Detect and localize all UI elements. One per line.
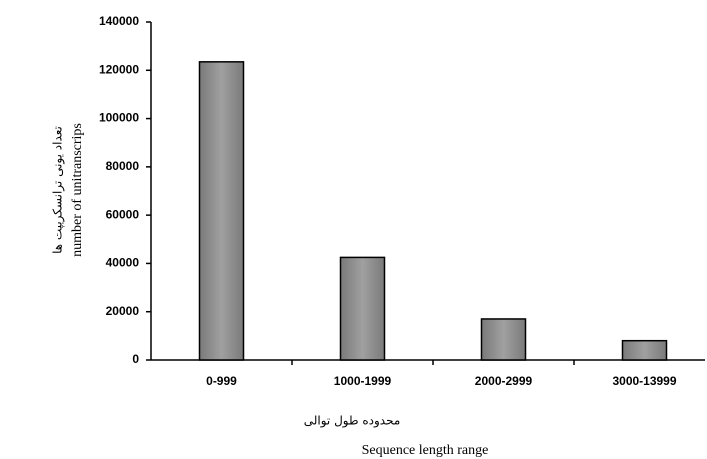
y-tick-label: 140000	[99, 14, 139, 28]
y-tick-label: 40000	[106, 256, 140, 270]
x-axis-label: Sequence length range	[362, 443, 489, 458]
x-tick-label: 2000-2999	[475, 374, 533, 388]
bar	[339, 256, 386, 361]
y-axis-label: تعداد یونی ترانسکریپت ها	[51, 126, 66, 254]
x-tick-label: 3000-13999	[612, 374, 676, 388]
bar	[198, 61, 245, 361]
y-tick-label: 100000	[99, 111, 139, 125]
y-tick-label: 80000	[106, 159, 140, 173]
x-axis-label: محدوده طول توالی	[304, 414, 401, 429]
y-tick-label: 20000	[106, 304, 140, 318]
y-axis-label: number of unitranscrips	[70, 123, 85, 257]
y-tick-label: 60000	[106, 207, 140, 221]
x-tick-label: 0-999	[206, 374, 237, 388]
x-tick-label: 1000-1999	[334, 374, 392, 388]
bar	[621, 339, 668, 361]
y-tick-label: 120000	[99, 62, 139, 76]
bar	[480, 318, 527, 361]
y-tick-label: 0	[132, 352, 139, 366]
